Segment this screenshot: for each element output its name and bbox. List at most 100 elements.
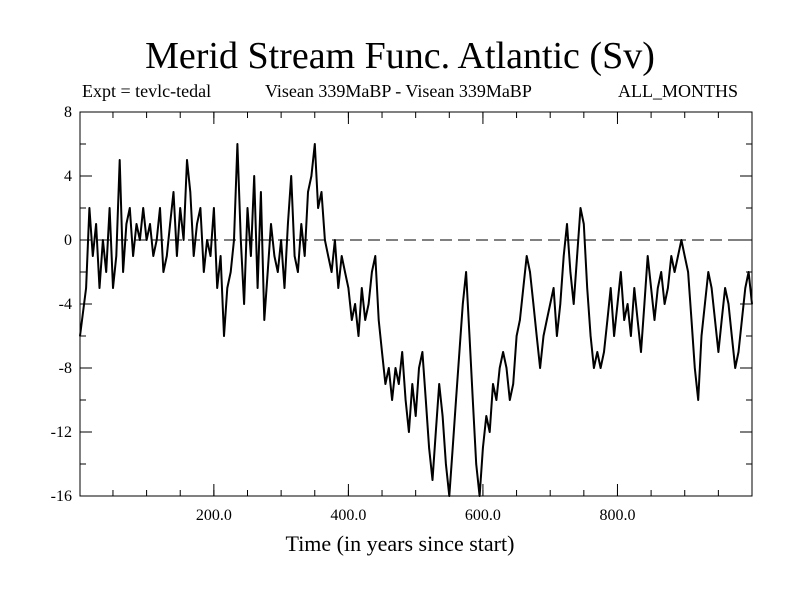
data-point [549,303,551,305]
data-point [704,303,706,305]
data-point [135,223,138,225]
data-point [125,223,128,225]
data-point [700,335,703,337]
data-point [532,303,535,305]
data-point [344,271,346,273]
data-point [741,319,743,321]
data-point [354,303,356,305]
chart-title: Merid Stream Func. Atlantic (Sv) [145,35,655,77]
data-point [737,351,740,353]
data-point [277,271,279,273]
data-point [697,399,699,401]
data-point [92,255,94,257]
data-point [650,287,652,289]
data-point [482,447,484,449]
data-point [179,207,181,209]
data-point [475,463,478,465]
data-point [270,223,272,225]
data-point [79,335,81,337]
data-point [155,239,158,241]
data-point [85,287,87,289]
data-point [320,191,323,193]
data-point [293,255,296,257]
data-point [683,255,686,257]
data-point [472,399,474,401]
data-point [731,335,733,337]
data-point [414,415,417,417]
data-point [186,159,188,161]
data-point [519,319,521,321]
data-point [169,223,171,225]
data-point [377,319,380,321]
data-point [717,351,720,353]
y-tick-label: -4 [59,296,72,313]
data-point [505,367,508,369]
data-point [418,367,420,369]
data-point [751,303,753,305]
data-point [596,351,599,353]
data-point [411,383,414,385]
data-point [714,319,716,321]
subtitle: Visean 339MaBP - Visean 339MaBP [265,81,532,101]
data-point [317,207,319,209]
data-point [579,207,582,209]
data-point [734,367,736,369]
data-point [572,303,575,305]
data-point [266,271,269,273]
data-point [142,207,144,209]
data-point [566,223,568,225]
data-point [458,351,461,353]
data-point [747,271,750,273]
data-point [367,303,370,305]
x-tick-label: 400.0 [330,507,366,524]
y-tick-label: -8 [59,360,72,377]
data-point [139,239,141,241]
data-point [192,255,195,257]
data-point [260,191,262,193]
data-point [542,335,545,337]
data-point [593,367,595,369]
x-tick-label: 600.0 [465,507,501,524]
data-point [556,335,558,337]
data-point [159,207,161,209]
data-point [122,271,124,273]
data-point [512,383,514,385]
plot-frame [79,111,753,497]
data-point [374,255,377,257]
data-point [182,239,185,241]
data-point [640,351,642,353]
data-point [206,239,208,241]
data-point [300,223,303,225]
data-point [243,303,245,305]
x-tick-label: 200.0 [196,507,232,524]
data-point [361,287,363,289]
data-point [384,383,387,385]
data-point [667,287,669,289]
data-point [552,287,555,289]
data-point [620,271,622,273]
data-point [559,303,562,305]
data-point [112,287,114,289]
data-point [314,143,316,145]
data-point [297,271,299,273]
data-point [462,303,464,305]
data-point [724,287,726,289]
data-point [203,271,205,273]
data-point [599,367,602,369]
data-point [438,383,441,385]
data-point [653,319,656,321]
y-tick-label: 8 [64,104,72,121]
data-point [445,463,447,465]
data-point [129,207,131,209]
data-point [425,399,427,401]
data-point [283,287,286,289]
data-point [213,207,215,209]
data-point [149,223,151,225]
data-point [280,239,282,241]
data-point [539,367,541,369]
data-point [488,431,491,433]
data-point [455,399,457,401]
data-point [388,367,390,369]
data-point [209,255,212,257]
data-point [657,287,659,289]
